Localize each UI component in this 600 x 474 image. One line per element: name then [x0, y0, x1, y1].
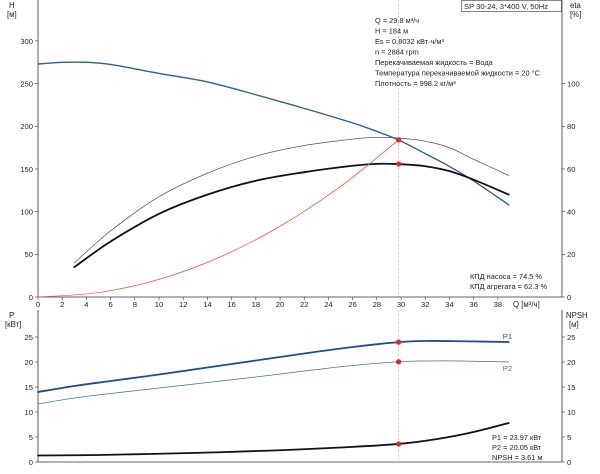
top-x-tick-label: 24 — [324, 300, 332, 309]
bottom-y2-tick-label: 5 — [567, 433, 571, 442]
top-y-tick-label: 50 — [25, 250, 33, 259]
top-y2-tick-label: 60 — [567, 165, 575, 174]
y-axis-unit-head: [м] — [7, 10, 17, 19]
top-x-tick-label: 38 — [494, 300, 502, 309]
top-y2-tick-label: 40 — [567, 207, 575, 216]
info-line-density: Плотность = 998.2 кг/м³ — [375, 79, 456, 88]
top-x-tick-label: 8 — [133, 300, 137, 309]
top-x-tick-label: 30 — [397, 300, 405, 309]
info-line-energy: Es = 0.8032 кВт·ч/м³ — [375, 37, 444, 46]
top-x-tick-label: 16 — [227, 300, 235, 309]
bottom-series-p2-line — [37, 360, 510, 405]
bottom-series-curve-3-line — [37, 422, 510, 457]
info-line-head: H = 184 м — [375, 27, 408, 36]
info-line-speed: n = 2884 rpm — [375, 48, 419, 57]
top-x-tick-label: 10 — [155, 300, 163, 309]
top-x-tick-label: 26 — [348, 300, 356, 309]
top-x-tick-label: 18 — [252, 300, 260, 309]
top-y2-tick-label: 0 — [567, 293, 571, 302]
bottom-y2-tick-label: 15 — [567, 383, 575, 392]
y2-axis-unit-eta: [%] — [570, 10, 581, 19]
title-box — [461, 0, 562, 12]
bottom-series-p1-line — [37, 340, 510, 393]
top-y-tick-label: 150 — [20, 165, 33, 174]
top-x-tick-label: 28 — [373, 300, 381, 309]
chart-title: SP 30-24, 3*400 V, 50Hz — [464, 2, 548, 11]
top-y-tick-label: 200 — [20, 122, 33, 131]
top-y-tick-label: 100 — [20, 207, 33, 216]
y2-axis-unit-npsh: [м] — [569, 320, 579, 329]
top-x-tick-label: 14 — [203, 300, 211, 309]
bottom-series-p1-label: P1 — [503, 332, 512, 341]
top-series-curve-3-line — [73, 162, 510, 269]
top-x-tick-label: 0 — [36, 300, 40, 309]
bottom-y-tick-label: 5 — [29, 433, 33, 442]
bottom-y-tick-label: 0 — [29, 458, 33, 467]
top-x-tick-label: 34 — [445, 300, 453, 309]
top-x-tick-label: 20 — [276, 300, 284, 309]
info-line-flow: Q = 29.8 м³/ч — [375, 16, 419, 25]
y2-axis-symbol-eta: eta — [570, 1, 582, 10]
npsh-readout: NPSH = 3.61 м — [492, 453, 542, 462]
y-axis-unit-power: [кВт] — [5, 320, 21, 329]
top-x-tick-label: 22 — [300, 300, 308, 309]
top-y2-tick-label: 100 — [567, 79, 580, 88]
bottom-y2-tick-label: 0 — [567, 458, 571, 467]
top-y-tick-label: 250 — [20, 79, 33, 88]
top-y2-tick-label: 80 — [567, 122, 575, 131]
top-x-tick-label: 32 — [421, 300, 429, 309]
y-axis-symbol-power: P — [9, 311, 14, 320]
chart-background-layer: 0 2 4 6 8 10 12 14 16 18 20 22 24 26 28 30 32 34 36 3805010… — [20, 0, 580, 467]
top-y-tick-label: 300 — [20, 37, 33, 46]
top-duty-point-marker — [396, 161, 402, 167]
top-x-tick-label: 12 — [179, 300, 187, 309]
y-axis-symbol-head: H — [9, 1, 15, 10]
top-x-tick-label: 6 — [108, 300, 112, 309]
bottom-duty-point-marker — [396, 339, 402, 345]
bottom-series-p2-label: P2 — [503, 364, 512, 373]
unit-efficiency-readout: КПД агрегата = 62.3 % — [470, 282, 547, 291]
top-series-curve-4-line — [37, 139, 400, 298]
bottom-y2-tick-label: 10 — [567, 408, 575, 417]
chart-markers-layer — [396, 137, 402, 447]
bottom-duty-point-marker — [396, 441, 402, 447]
bottom-y-tick-label: 10 — [25, 408, 33, 417]
top-x-tick-label: 4 — [84, 300, 88, 309]
top-duty-point-marker — [396, 137, 402, 143]
x-axis-title: Q [м³/ч] — [513, 300, 540, 309]
top-x-tick-label: 2 — [60, 300, 64, 309]
bottom-y2-tick-label: 25 — [567, 333, 575, 342]
top-y-tick-label: 0 — [29, 293, 33, 302]
bottom-y-tick-label: 20 — [25, 358, 33, 367]
top-x-tick-label: 36 — [469, 300, 477, 309]
info-line-temperature: Температура перекачиваемой жидкости = 20… — [375, 69, 541, 78]
pump-efficiency-readout: КПД насоса = 74.5 % — [470, 272, 542, 281]
info-line-liquid: Перекачиваемая жидкость = Вода — [375, 58, 494, 67]
y2-axis-symbol-npsh: NPSH — [566, 311, 588, 320]
bottom-duty-point-marker — [396, 359, 402, 365]
bottom-y2-tick-label: 20 — [567, 358, 575, 367]
p1-readout: P1 = 23.97 кВт — [492, 433, 542, 442]
top-y2-tick-label: 20 — [567, 250, 575, 259]
bottom-y-tick-label: 15 — [25, 383, 33, 392]
chart-curves-layer: P1 P2 — [37, 61, 512, 457]
bottom-y-tick-label: 25 — [25, 333, 33, 342]
top-series-curve-2-line — [73, 136, 510, 264]
p2-readout: P2 = 20.05 кВт — [492, 443, 542, 452]
top-series-curve-1-line — [37, 61, 510, 206]
